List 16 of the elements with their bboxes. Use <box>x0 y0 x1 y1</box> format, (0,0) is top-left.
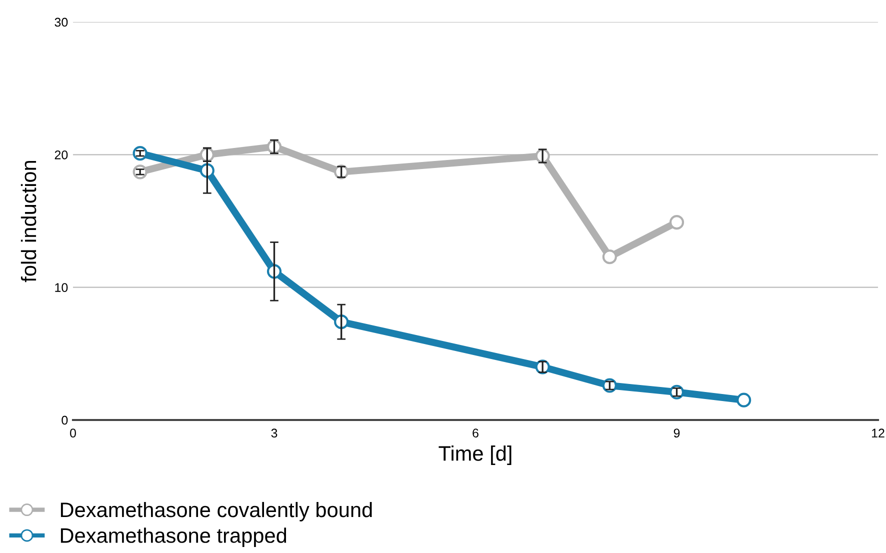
point <box>736 392 752 408</box>
x-tick-label: 12 <box>872 428 884 438</box>
legend-label: Dexamethasone trapped <box>60 528 286 548</box>
y-tick-label: 0 <box>62 416 68 425</box>
x-tick-label: 9 <box>674 428 680 438</box>
x-tick-label: 0 <box>70 428 76 438</box>
y-axis-title: fold induction <box>20 160 36 282</box>
legend-label: Dexamethasone covalently bound <box>60 502 372 522</box>
y-tick-label: 30 <box>54 18 68 27</box>
x-tick-label: 3 <box>271 428 278 438</box>
y-tick-label: 20 <box>54 150 68 160</box>
point <box>669 215 684 230</box>
x-axis-title: Time [d] <box>438 446 512 465</box>
x-tick-label: 6 <box>472 428 478 438</box>
point <box>602 250 617 264</box>
y-tick-label: 10 <box>55 283 68 292</box>
